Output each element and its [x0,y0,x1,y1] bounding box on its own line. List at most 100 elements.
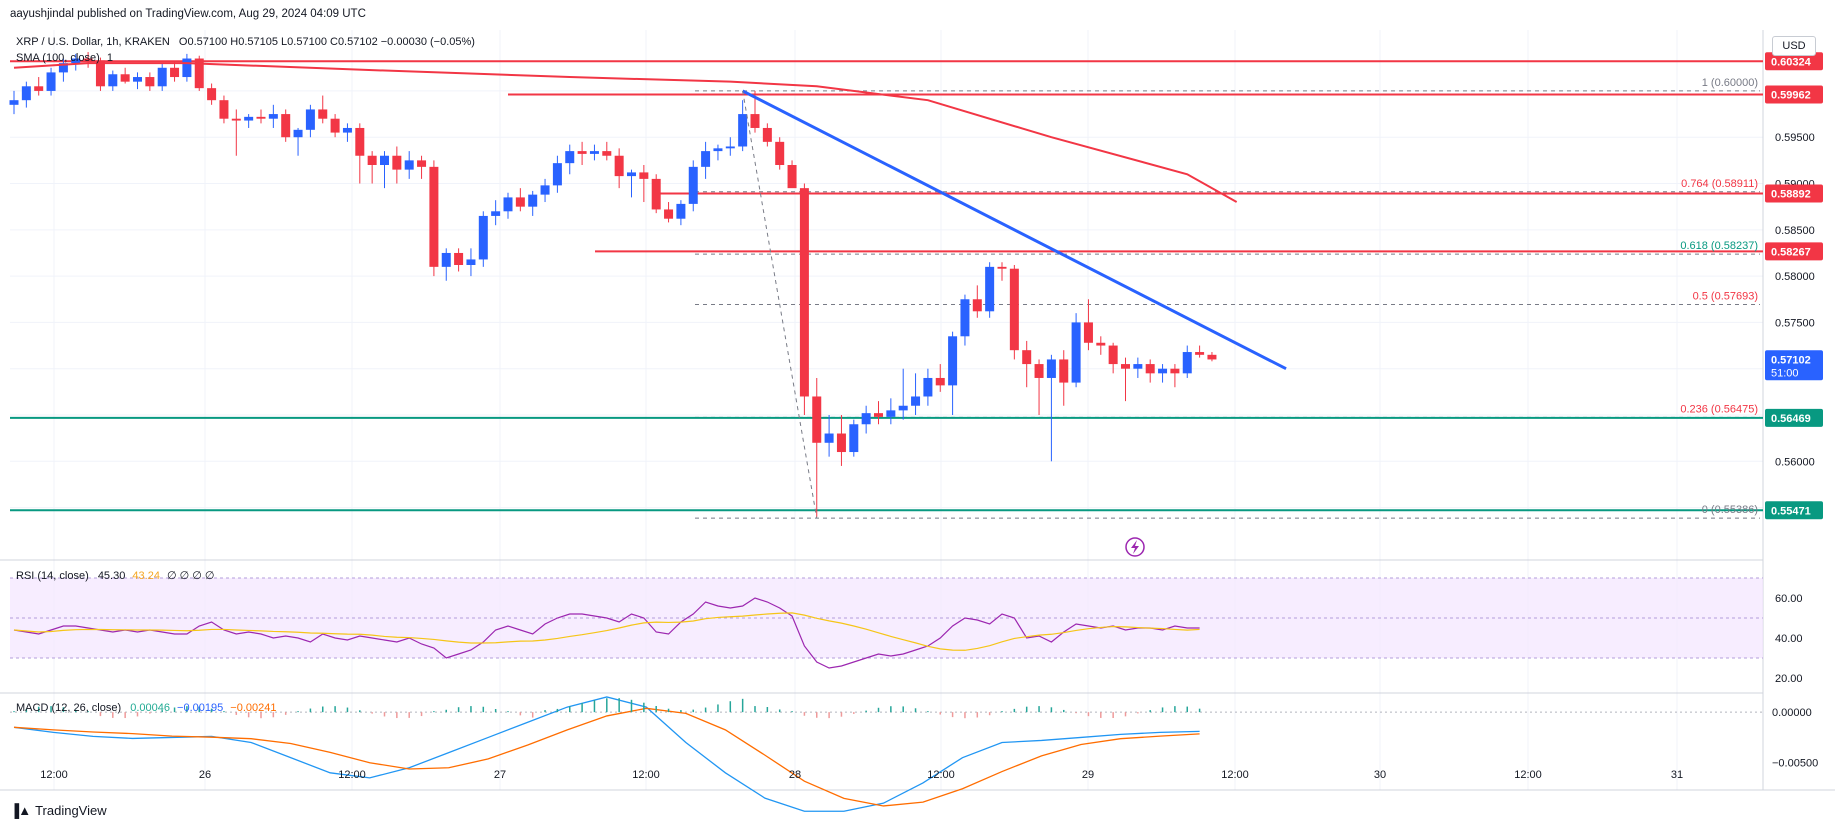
rsi-pane [10,577,1763,669]
price-badge [1765,501,1823,520]
ohlc-values: O0.57100 H0.57105 L0.57100 C0.57102 −0.0… [178,36,475,48]
candle-body [528,194,538,207]
candle-body [231,118,241,121]
rsi-ma-value: 43.24 [132,570,160,582]
candle-body [824,433,834,443]
price-badge-value: 0.60324 [1771,56,1812,68]
rsi-legend[interactable]: RSI (14, close) 45.30 43.24 ∅ ∅ ∅ ∅ [16,569,215,582]
publisher-line: aayushjindal published on TradingView.co… [10,8,366,20]
candle-body [1096,342,1106,346]
time-tick: 30 [1374,769,1386,781]
sma-legend[interactable]: SMA (100, close) 1 [16,52,113,64]
rsi-tick: 60.00 [1775,593,1803,605]
candle-body [861,413,871,425]
candle-body [1071,322,1081,383]
price-badge-countdown: 51:00 [1771,367,1799,379]
candle-body [1059,359,1069,383]
candle-body [392,155,402,170]
candle-body [380,155,389,165]
sma-line [13,62,1238,203]
candle-body [9,100,19,105]
macd-tick: −0.00500 [1772,758,1818,770]
candle-body [972,299,982,312]
candle-body [34,86,44,91]
candle-body [540,185,550,195]
candle-body [639,172,649,179]
symbol-title[interactable]: XRP / U.S. Dollar, 1h, KRAKEN [16,36,170,48]
candle-body [664,209,674,219]
candle-body [701,151,711,167]
rsi-tick: 20.00 [1775,673,1803,685]
candle-body [812,396,822,443]
candle-body [46,72,56,91]
candle-body [923,377,933,397]
candle-body [614,155,624,177]
candle-body [775,141,785,165]
price-badge [1765,52,1823,71]
rsi-value: 45.30 [97,570,126,582]
candle-body [985,266,995,312]
candle-body [417,160,427,167]
candle-body [120,74,130,82]
candle-body [602,151,612,156]
fib-diagonal [742,90,818,519]
price-axis: 0.595000.590000.585000.580000.575000.560… [1772,132,1818,769]
macd-legend[interactable]: MACD (12, 26, close) 0.00046 −0.00195 −0… [16,702,276,714]
price-badge-value: 0.55471 [1771,505,1811,517]
time-tick: 12:00 [1221,769,1249,781]
candle-body [330,118,340,133]
candle-body [58,63,68,73]
time-axis: 12:00 26 12:00 27 12:00 28 12:00 29 12:00 30 12:00… [40,769,1683,781]
candle-body [1046,359,1056,378]
candle-body [935,377,945,386]
sma-value: 1 [106,52,113,64]
candle-body [589,151,599,154]
candle-body [1195,352,1205,355]
price-tick: 0.57500 [1775,317,1815,329]
candle-body [83,58,93,61]
rsi-ma-line [13,612,1200,651]
candle-body [948,336,958,386]
candle-body [1170,368,1180,374]
price-badge-value: 0.58892 [1771,189,1811,201]
candle-body [454,252,464,265]
candle-body [1022,350,1032,365]
trendline [741,89,1287,371]
candle-body [305,109,315,130]
currency-button[interactable]: USD [1772,36,1816,56]
tradingview-logo[interactable]: ▐▲ TradingView [10,803,107,818]
price-badge-value: 0.58267 [1771,246,1811,258]
macd-signal-value: −0.00241 [230,702,277,714]
candle-body [1009,268,1019,351]
candle-body [244,116,254,121]
candle-body [1207,354,1217,360]
time-tick: 31 [1671,769,1683,781]
candle-body [170,67,180,78]
candle-body [1182,352,1192,374]
candle-body [577,151,587,154]
time-tick: 27 [494,769,506,781]
candle-body [491,211,501,216]
candle-body [219,100,229,119]
price-badges: 0.60324 0.59962 0.58892 0.58267 0.5710251:00… [1765,52,1823,520]
price-badge-value: 0.57102 [1771,354,1811,366]
candle-body [836,433,846,453]
price-badge-value: 0.59962 [1771,89,1811,101]
candle-body [762,127,772,142]
candle-body [268,114,278,119]
lightning-icon[interactable] [1125,537,1145,557]
time-tick: 12:00 [338,769,366,781]
price-badge [1765,408,1823,427]
candle-body [429,166,439,267]
macd-label: MACD (12, 26, close) [16,702,122,714]
macd-pane [10,696,1763,812]
price-badge [1765,85,1823,104]
candle-body [799,188,809,397]
candle-body [898,405,908,411]
candle-body [441,252,451,267]
rsi-label: RSI (14, close) [16,570,89,582]
macd-signal-line [13,707,1200,807]
candle-body [886,410,896,417]
candle-body [404,160,414,170]
